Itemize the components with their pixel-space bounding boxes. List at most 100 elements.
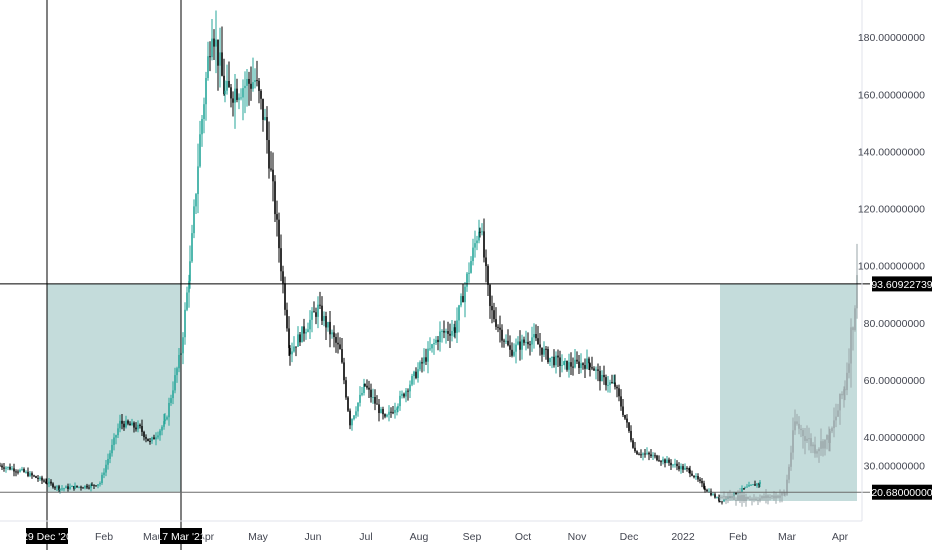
candle[interactable] <box>90 484 92 488</box>
candle[interactable] <box>479 231 481 233</box>
candle[interactable] <box>680 466 682 470</box>
candle[interactable] <box>561 364 563 366</box>
candle[interactable] <box>232 98 234 103</box>
candle[interactable] <box>95 485 97 487</box>
candle[interactable] <box>451 330 453 336</box>
candle[interactable] <box>759 481 761 485</box>
candle[interactable] <box>622 406 624 415</box>
candle[interactable] <box>425 357 427 362</box>
candle[interactable] <box>399 395 401 407</box>
candle[interactable] <box>3 467 5 469</box>
candle[interactable] <box>351 419 353 426</box>
candle[interactable] <box>421 362 423 364</box>
candle[interactable] <box>468 272 470 274</box>
candle[interactable] <box>539 344 541 348</box>
candle[interactable] <box>721 501 723 503</box>
candle[interactable] <box>41 477 43 481</box>
candle[interactable] <box>153 437 155 440</box>
candle[interactable] <box>103 472 105 475</box>
projection-candle[interactable] <box>822 441 824 449</box>
candle[interactable] <box>143 431 145 438</box>
projection-candle[interactable] <box>794 421 796 431</box>
candle[interactable] <box>478 231 480 241</box>
candle[interactable] <box>691 473 693 476</box>
candle[interactable] <box>723 498 725 502</box>
candle[interactable] <box>284 283 286 310</box>
candle[interactable] <box>411 376 413 385</box>
projection-candle[interactable] <box>837 410 839 417</box>
candle[interactable] <box>119 420 121 429</box>
candle[interactable] <box>129 423 131 426</box>
candle[interactable] <box>260 90 262 99</box>
candle[interactable] <box>750 484 752 486</box>
candle[interactable] <box>541 347 543 355</box>
candle[interactable] <box>531 337 533 345</box>
candle[interactable] <box>597 369 599 371</box>
candle[interactable] <box>246 78 248 86</box>
candle[interactable] <box>470 261 472 273</box>
projection-candle[interactable] <box>729 496 731 499</box>
candle[interactable] <box>744 487 746 489</box>
candle[interactable] <box>672 464 674 466</box>
candle[interactable] <box>642 453 644 455</box>
candle[interactable] <box>384 414 386 417</box>
candle[interactable] <box>209 56 211 58</box>
candle[interactable] <box>701 480 703 484</box>
candle[interactable] <box>453 327 455 331</box>
candle[interactable] <box>13 468 15 472</box>
candle[interactable] <box>65 486 67 489</box>
candle[interactable] <box>415 371 417 378</box>
candle[interactable] <box>719 501 721 503</box>
candle[interactable] <box>335 337 337 343</box>
candle[interactable] <box>15 471 17 473</box>
candle[interactable] <box>333 332 335 338</box>
projection-candle[interactable] <box>818 448 820 452</box>
candle[interactable] <box>317 304 319 317</box>
candle[interactable] <box>564 360 566 362</box>
projection-candle[interactable] <box>810 438 812 447</box>
candle[interactable] <box>288 328 290 349</box>
projection-candle[interactable] <box>745 496 747 502</box>
candle[interactable] <box>219 52 221 66</box>
candle[interactable] <box>286 309 288 329</box>
projection-candle[interactable] <box>856 275 858 309</box>
candle[interactable] <box>628 422 630 431</box>
candle[interactable] <box>686 467 688 469</box>
projection-candle[interactable] <box>852 327 854 331</box>
candle[interactable] <box>135 427 137 430</box>
candle[interactable] <box>244 85 246 89</box>
candle[interactable] <box>458 305 460 321</box>
candle[interactable] <box>491 305 493 311</box>
candle[interactable] <box>497 326 499 328</box>
candle[interactable] <box>274 181 276 215</box>
candle[interactable] <box>559 357 561 366</box>
candle[interactable] <box>193 206 195 234</box>
projection-candle[interactable] <box>727 496 729 499</box>
projection-candle[interactable] <box>731 496 733 499</box>
projection-candle[interactable] <box>806 438 808 441</box>
projection-candle[interactable] <box>747 496 749 500</box>
candle[interactable] <box>357 402 359 412</box>
projection-candle[interactable] <box>757 500 759 502</box>
candle[interactable] <box>50 481 52 484</box>
candle[interactable] <box>586 358 588 369</box>
candle[interactable] <box>601 374 603 382</box>
candle[interactable] <box>576 359 578 362</box>
candle[interactable] <box>1 465 3 468</box>
projection-candle[interactable] <box>751 498 753 500</box>
candle[interactable] <box>25 471 27 473</box>
candle[interactable] <box>313 311 315 313</box>
projection-candle[interactable] <box>735 499 737 501</box>
candle[interactable] <box>595 369 597 371</box>
candle[interactable] <box>33 475 35 477</box>
candle[interactable] <box>117 428 119 436</box>
candle[interactable] <box>433 342 435 345</box>
candle[interactable] <box>161 426 163 431</box>
projection-candle[interactable] <box>808 438 810 440</box>
candle[interactable] <box>689 469 691 474</box>
candle[interactable] <box>207 56 209 79</box>
projection-candle[interactable] <box>829 431 831 443</box>
candle[interactable] <box>718 497 720 502</box>
candle[interactable] <box>741 488 743 492</box>
candle[interactable] <box>125 420 127 428</box>
